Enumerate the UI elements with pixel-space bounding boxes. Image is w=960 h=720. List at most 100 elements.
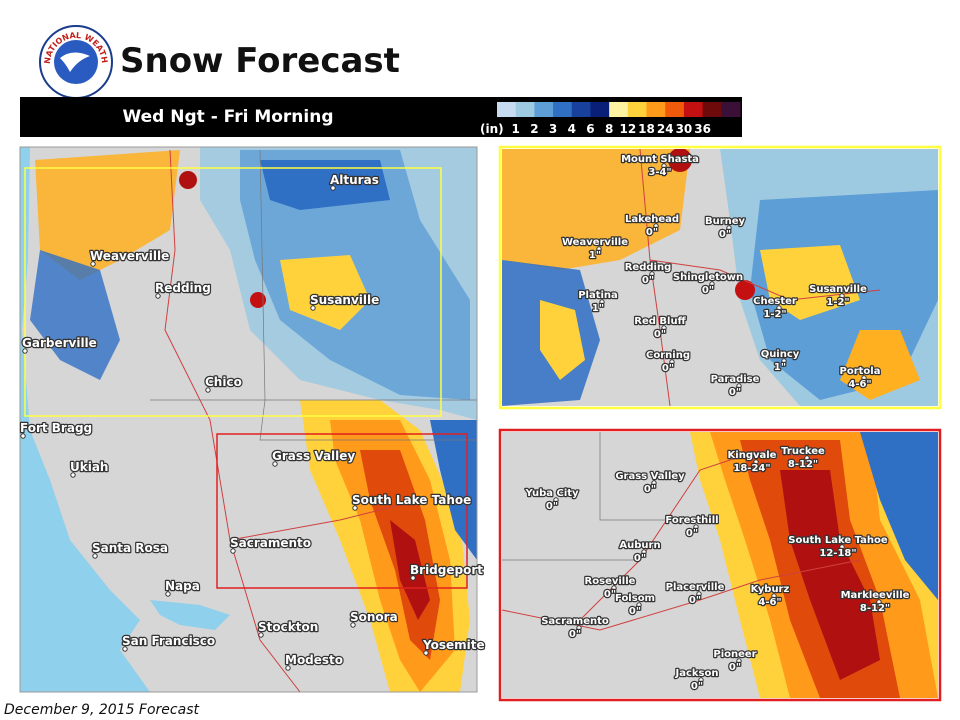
place-dot <box>330 185 336 191</box>
legend-swatch <box>609 102 629 117</box>
place-label: South Lake Tahoe <box>788 535 888 546</box>
legend-label: 4 <box>568 122 576 136</box>
snow-amount: 0" <box>646 227 658 238</box>
snow-amount: 8-12" <box>788 459 818 470</box>
place-dot <box>804 455 810 461</box>
place-dot <box>553 497 559 503</box>
legend-label: 30 <box>676 122 693 136</box>
place-label: Pioneer <box>713 649 756 660</box>
place-dot <box>596 246 602 252</box>
place-label: Corning <box>646 350 690 361</box>
snow-amount: 0" <box>729 662 741 673</box>
snow-amount: 4-6" <box>848 379 871 390</box>
place-dot <box>771 593 777 599</box>
place-dot <box>636 602 642 608</box>
place-dot <box>20 433 26 439</box>
legend-swatch <box>721 102 741 117</box>
labels: Alturas Weaverville Redding Susanville Garbe… <box>19 153 911 694</box>
place-label: San Francisco <box>122 634 215 648</box>
place-dot <box>599 299 605 305</box>
snow-amount: 18-24" <box>733 463 770 474</box>
place-label: Lakehead <box>625 214 679 225</box>
period: Wed Ngt - Fri Morning <box>122 107 333 127</box>
south-inset <box>502 432 938 698</box>
legend-unit: (in) <box>480 122 504 136</box>
place-dot <box>205 387 211 393</box>
snow-amount: 0" <box>689 595 701 606</box>
snow-amount: 0" <box>546 501 558 512</box>
place-dot <box>876 599 882 605</box>
place-dot <box>352 505 358 511</box>
snow-amount: 0" <box>644 484 656 495</box>
place-label: Burney <box>705 216 746 227</box>
legend-label: 24 <box>657 122 674 136</box>
place-dot <box>736 383 742 389</box>
snow-amount: 0" <box>702 285 714 296</box>
place-label: Sacramento <box>541 616 609 627</box>
place-dot <box>165 591 171 597</box>
logo: NATIONAL WEATHER SERVICE <box>0 0 113 99</box>
place-label: Weaverville <box>90 249 169 263</box>
place-dot <box>726 225 732 231</box>
place-label: Jackson <box>675 668 719 679</box>
place-label: Platina <box>578 290 618 301</box>
legend-swatch <box>646 102 666 117</box>
snow-amount: 1" <box>589 250 601 261</box>
place-label: Paradise <box>711 374 760 385</box>
place-dot <box>70 472 76 478</box>
legend-label: 2 <box>530 122 538 136</box>
place-dot <box>661 325 667 331</box>
place-dot <box>669 359 675 365</box>
place-label: South Lake Tahoe <box>352 493 471 507</box>
place-label: Modesto <box>285 653 343 667</box>
place-label: Mount Shasta <box>621 154 699 165</box>
place-label: Alturas <box>330 173 379 187</box>
place-dot <box>272 461 278 467</box>
place-dot <box>861 375 867 381</box>
legend-swatch <box>534 102 554 117</box>
legend-swatch <box>553 102 573 117</box>
south-frame <box>498 428 942 702</box>
place-label: Red Bluff <box>634 316 686 327</box>
snow-amount: 0" <box>569 629 581 640</box>
snow-amount: 0" <box>634 553 646 564</box>
place-dot <box>22 348 28 354</box>
place-dot <box>776 305 782 311</box>
place-label: Ukiah <box>70 460 108 474</box>
snow-amount: 0" <box>691 681 703 692</box>
place-label: Yuba City <box>524 488 579 499</box>
place-label: Chester <box>753 296 797 307</box>
place-label: Truckee <box>781 446 825 457</box>
place-label: Folsom <box>615 593 655 604</box>
legend-label: 6 <box>586 122 594 136</box>
place-dot <box>350 622 356 628</box>
place-label: Kingvale <box>728 450 777 461</box>
place-dot <box>92 553 98 559</box>
snow-amount: 0" <box>642 275 654 286</box>
place-label: Grass Valley <box>615 471 685 482</box>
main-frame <box>19 146 478 693</box>
place-label: Bridgeport <box>410 563 483 577</box>
place-label: Chico <box>205 375 242 389</box>
legend-label: 3 <box>549 122 557 136</box>
snow-amount: 0" <box>662 363 674 374</box>
place-dot <box>576 625 582 631</box>
place-label: Shingletown <box>673 272 743 283</box>
place-label: Markleeville <box>841 590 910 601</box>
place-dot <box>649 271 655 277</box>
legend-label: 18 <box>638 122 655 136</box>
north-frame <box>498 145 942 410</box>
legend-swatch <box>627 102 648 117</box>
place-label: Stockton <box>258 620 318 634</box>
legend-swatch <box>590 102 610 117</box>
snow-amount: 0" <box>729 387 741 398</box>
snow-amount: 1-2" <box>826 297 849 308</box>
snow-amount: 8-12" <box>860 603 890 614</box>
legend-swatch <box>683 102 704 117</box>
legend-label: 1 <box>512 122 520 136</box>
place-label: Auburn <box>619 540 660 551</box>
snow-amount: 0" <box>686 528 698 539</box>
legend-label: 36 <box>694 122 711 136</box>
title: Snow Forecast <box>120 41 400 81</box>
